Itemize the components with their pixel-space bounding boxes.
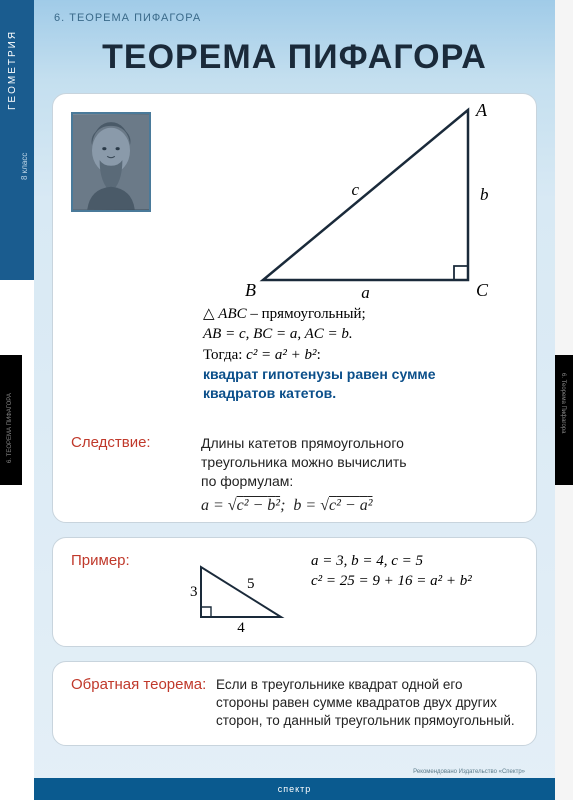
poster-page: 6. ТЕОРЕМА ПИФАГОРА ТЕОРЕМА ПИФАГОРА A B C… — [34, 0, 555, 800]
theorem-text: △ ABC – прямоугольный; AB = c, BC = a, A… — [203, 304, 503, 403]
theorem-statement-2: квадратов катетов. — [203, 384, 503, 403]
svg-text:3: 3 — [190, 584, 198, 600]
corollary-block: Следствие: Длины катетов прямоугольного … — [71, 434, 521, 516]
example-triangle-diagram: 3 4 5 — [181, 552, 311, 632]
sidebar-subject: ГЕОМЕТРИЯ — [7, 30, 18, 110]
theorem-panel: A B Ca b c △ ABC – прямоугольный; AB = c, BC… — [52, 93, 537, 523]
page-title: ТЕОРЕМА ПИФАГОРА — [34, 28, 555, 93]
inverse-label: Обратная теорема: — [71, 676, 216, 731]
svg-text:4: 4 — [237, 620, 245, 632]
pythagoras-portrait — [71, 112, 151, 212]
binding-tab-left: 6. ТЕОРЕМА ПИФАГОРА — [0, 355, 22, 485]
svg-text:C: C — [476, 280, 489, 300]
svg-text:A: A — [475, 100, 488, 120]
example-line1: a = 3, b = 4, c = 5 — [311, 552, 518, 572]
svg-text:b: b — [480, 185, 489, 204]
sidebar-grade: 8 класс — [20, 153, 29, 180]
example-label: Пример: — [71, 552, 181, 569]
corollary-label: Следствие: — [71, 434, 201, 516]
example-panel: Пример: 3 4 5 a = 3, b = 4, c = 5 c² = 25 … — [52, 537, 537, 647]
svg-text:a: a — [361, 283, 370, 300]
section-number: 6. ТЕОРЕМА ПИФАГОРА — [34, 0, 555, 28]
theorem-statement-1: квадрат гипотенузы равен сумме — [203, 365, 503, 384]
svg-text:5: 5 — [247, 576, 255, 592]
main-triangle-diagram: A B Ca b c — [203, 100, 503, 300]
corollary-formula: a = √c² − b²; b = √c² − a² — [201, 495, 521, 517]
example-line2: c² = 25 = 9 + 16 = a² + b² — [311, 572, 518, 592]
footer-brand: спектр — [278, 784, 312, 794]
example-formula: a = 3, b = 4, c = 5 c² = 25 = 9 + 16 = a… — [311, 552, 518, 591]
inverse-text: Если в треугольнике квадрат одной его ст… — [216, 676, 518, 731]
footer-bar: спектр — [34, 778, 555, 800]
corollary-text: Длины катетов прямоугольного треугольник… — [201, 434, 521, 516]
inverse-panel: Обратная теорема: Если в треугольнике кв… — [52, 661, 537, 746]
svg-text:c: c — [352, 180, 360, 199]
svg-text:B: B — [245, 280, 256, 300]
publisher-note: Рекомендовано Издательство «Спектр» — [413, 769, 525, 776]
